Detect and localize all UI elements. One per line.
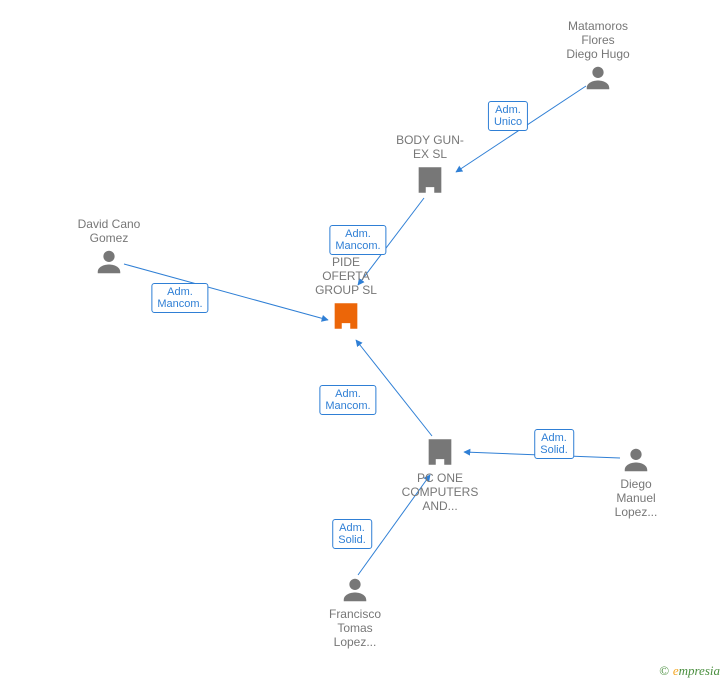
node-pide[interactable]: PIDE OFERTA GROUP SL — [286, 255, 406, 333]
node-diego[interactable]: Diego Manuel Lopez... — [586, 445, 686, 519]
node-body[interactable]: BODY GUN- EX SL — [370, 133, 490, 197]
node-label: Francisco Tomas Lopez... — [295, 607, 415, 649]
edge-label: Adm. Solid. — [332, 519, 372, 549]
node-label: PIDE OFERTA GROUP SL — [286, 255, 406, 297]
edge-label: Adm. Unico — [488, 101, 528, 131]
node-francisco[interactable]: Francisco Tomas Lopez... — [295, 575, 415, 649]
edge-label: Adm. Mancom. — [151, 283, 208, 313]
person-icon — [621, 445, 651, 475]
copyright-symbol: © — [659, 663, 669, 678]
node-label: David Cano Gomez — [49, 217, 169, 245]
node-pcone[interactable]: PC ONE COMPUTERS AND... — [380, 435, 500, 513]
building-icon — [329, 299, 363, 333]
network-diagram: Adm. Mancom. Adm. Mancom. Adm. Unico Adm. M… — [0, 0, 728, 685]
person-icon — [583, 63, 613, 93]
edge-label: Adm. Mancom. — [329, 225, 386, 255]
edge-label: Adm. Mancom. — [319, 385, 376, 415]
building-icon — [423, 435, 457, 469]
credit: © empresia — [659, 663, 720, 679]
node-label: PC ONE COMPUTERS AND... — [380, 471, 500, 513]
node-matamoros[interactable]: Matamoros Flores Diego Hugo — [538, 19, 658, 93]
person-icon — [340, 575, 370, 605]
node-david[interactable]: David Cano Gomez — [49, 217, 169, 277]
credit-text: empresia — [673, 663, 720, 678]
person-icon — [94, 247, 124, 277]
node-label: BODY GUN- EX SL — [370, 133, 490, 161]
node-label: Diego Manuel Lopez... — [586, 477, 686, 519]
building-icon — [413, 163, 447, 197]
node-label: Matamoros Flores Diego Hugo — [538, 19, 658, 61]
edge-label: Adm. Solid. — [534, 429, 574, 459]
